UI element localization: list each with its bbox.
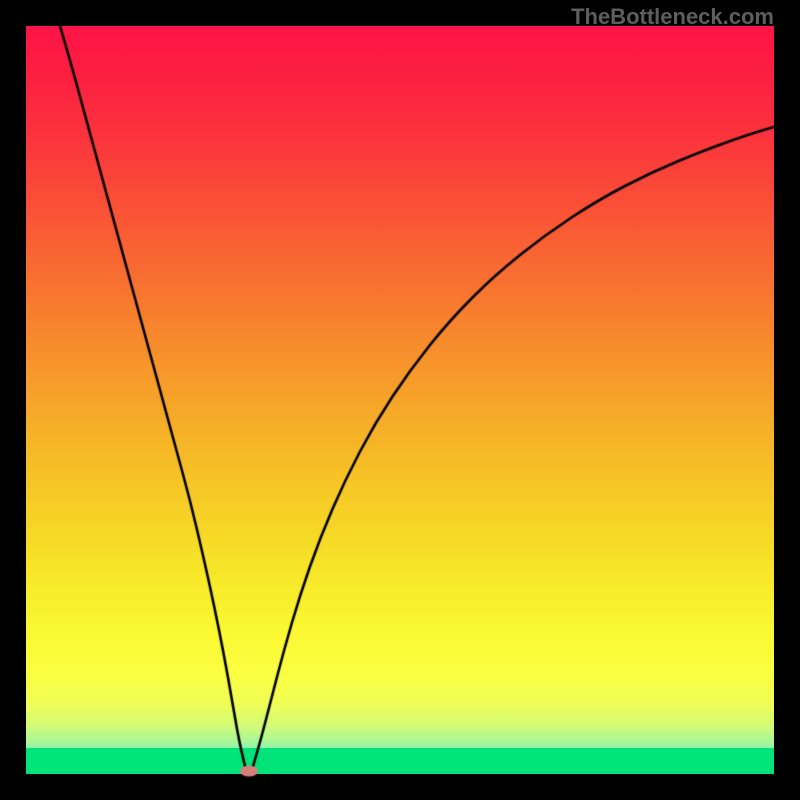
chart-stage: TheBottleneck.com	[0, 0, 800, 800]
plot-area	[26, 26, 774, 774]
watermark-text: TheBottleneck.com	[571, 4, 774, 30]
